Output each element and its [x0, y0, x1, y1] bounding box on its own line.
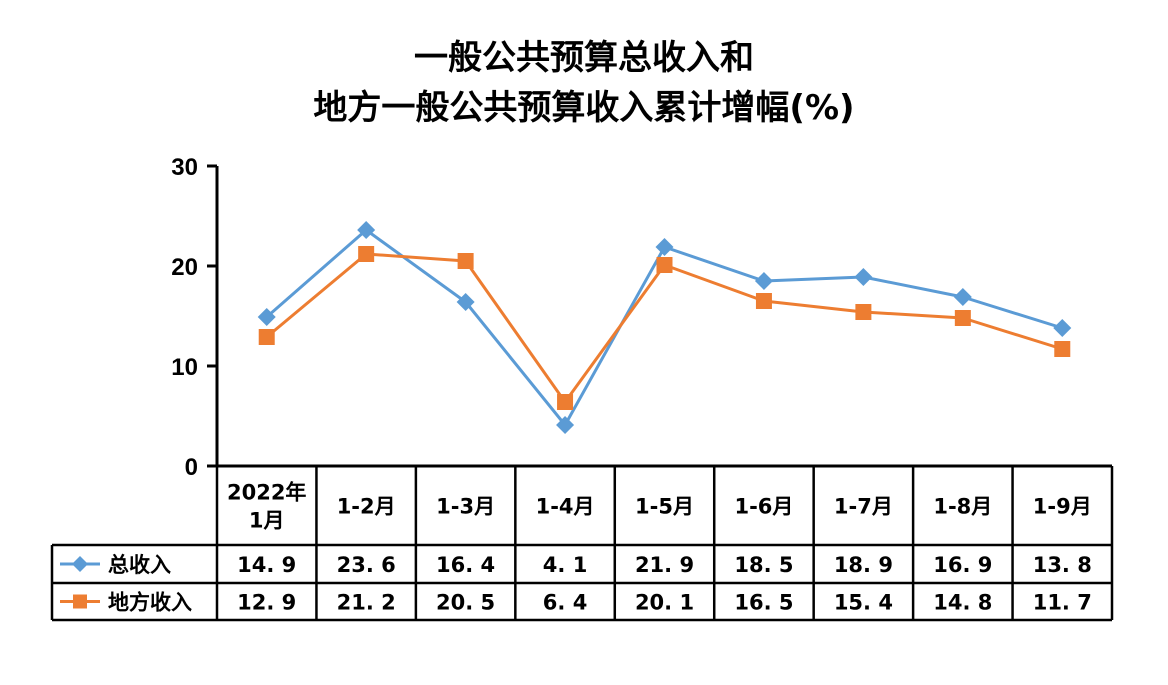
- table-value-cell: 14. 8: [933, 591, 992, 615]
- table-value-cell: 23. 6: [337, 553, 396, 577]
- x-category-label: 1-3月: [436, 495, 495, 519]
- x-category-label: 1-8月: [933, 495, 992, 519]
- data-point-square: [954, 310, 971, 326]
- chart-title-line-1: 一般公共预算总收入和: [414, 38, 754, 78]
- x-category-label: 1-9月: [1033, 495, 1092, 519]
- legend-key-marker: [73, 594, 87, 609]
- table-value-cell: 21. 2: [337, 591, 396, 615]
- table-value-cell: 13. 8: [1033, 553, 1092, 577]
- series-line: [265, 252, 1063, 404]
- table-value-cell: 18. 9: [834, 553, 893, 577]
- data-point-diamond: [1053, 319, 1072, 337]
- data-point-square: [358, 246, 375, 262]
- y-tick-label: 10: [171, 354, 198, 381]
- data-point-square: [557, 394, 574, 410]
- data-point-diamond: [953, 288, 972, 306]
- data-point-square: [855, 304, 872, 320]
- data-point-diamond: [854, 268, 873, 286]
- table-value-cell: 16. 4: [436, 553, 495, 577]
- chart-title-line-2: 地方一般公共预算收入累计增幅(%): [313, 88, 855, 128]
- data-point-diamond: [257, 308, 276, 326]
- data-point-diamond: [556, 416, 575, 434]
- legend-key-marker: [72, 556, 88, 572]
- data-point-diamond: [456, 293, 475, 311]
- table-value-cell: 20. 1: [635, 591, 694, 615]
- data-point-diamond: [655, 238, 674, 256]
- table-value-cell: 4. 1: [543, 553, 588, 577]
- data-point-square: [457, 253, 474, 269]
- table-value-cell: 20. 5: [436, 591, 495, 615]
- table-value-cell: 6. 4: [543, 591, 588, 615]
- x-category-label: 1月: [249, 509, 285, 533]
- y-tick-label: 0: [185, 454, 198, 481]
- table-value-cell: 11. 7: [1033, 591, 1092, 615]
- x-category-label: 2022年: [227, 481, 306, 505]
- data-point-square: [656, 257, 673, 273]
- data-point-square: [755, 293, 772, 309]
- table-value-cell: 15. 4: [834, 591, 893, 615]
- table-value-cell: 16. 5: [734, 591, 793, 615]
- table-value-cell: 16. 9: [933, 553, 992, 577]
- table-value-cell: 18. 5: [734, 553, 793, 577]
- y-tick-label: 20: [171, 254, 198, 281]
- x-category-label: 1-6月: [734, 495, 793, 519]
- x-category-label: 1-4月: [536, 495, 595, 519]
- data-point-diamond: [754, 272, 773, 290]
- table-value-cell: 12. 9: [237, 591, 296, 615]
- table-value-cell: 14. 9: [237, 553, 296, 577]
- y-tick-label: 30: [171, 154, 198, 181]
- data-point-square: [1054, 341, 1071, 357]
- x-category-label: 1-7月: [834, 495, 893, 519]
- data-point-square: [258, 329, 275, 345]
- x-category-label: 1-5月: [635, 495, 694, 519]
- legend-series-name: 总收入: [108, 553, 171, 577]
- table-value-cell: 21. 9: [635, 553, 694, 577]
- data-point-diamond: [357, 221, 376, 239]
- x-category-label: 1-2月: [337, 495, 396, 519]
- legend-series-name: 地方收入: [108, 591, 192, 615]
